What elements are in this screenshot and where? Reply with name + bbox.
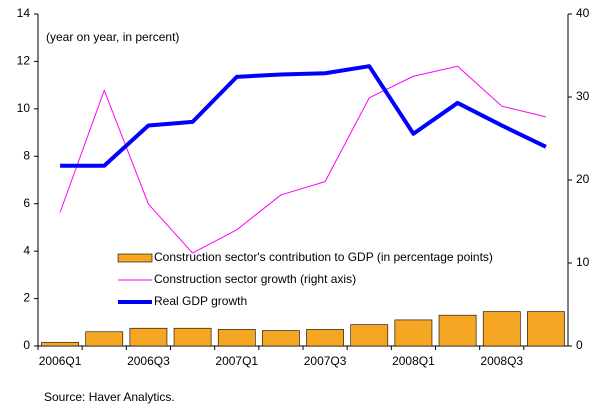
x-tick-label: 2006Q3 bbox=[127, 354, 170, 368]
bar bbox=[306, 329, 344, 347]
bar bbox=[85, 331, 124, 347]
y-tick-label: 8 bbox=[23, 148, 30, 162]
y-tick-label: 0 bbox=[23, 338, 30, 352]
y-tick-label: 2 bbox=[23, 291, 30, 305]
y-tick-label: 4 bbox=[23, 243, 30, 257]
x-tick-label: 2006Q1 bbox=[39, 354, 82, 368]
bar bbox=[41, 342, 79, 347]
x-tick-label: 2008Q3 bbox=[480, 354, 523, 368]
y2-tick-label: 0 bbox=[576, 338, 583, 352]
bar bbox=[482, 311, 521, 347]
legend-label: Construction sector growth (right axis) bbox=[154, 272, 356, 286]
y-tick-label: 6 bbox=[23, 196, 30, 210]
y2-tick-label: 20 bbox=[576, 172, 590, 186]
y-tick-label: 14 bbox=[17, 6, 31, 20]
bar bbox=[173, 327, 212, 347]
bar bbox=[438, 314, 477, 347]
y2-tick-label: 30 bbox=[576, 89, 590, 103]
bar bbox=[217, 329, 256, 347]
bar bbox=[350, 324, 389, 347]
y2-tick-label: 40 bbox=[576, 6, 590, 20]
legend-label: Construction sector's contribution to GD… bbox=[154, 250, 493, 264]
legend-swatch bbox=[117, 253, 153, 263]
x-tick-label: 2008Q1 bbox=[392, 354, 435, 368]
y-tick-label: 10 bbox=[17, 101, 31, 115]
legend-label: Real GDP growth bbox=[154, 294, 247, 308]
bar bbox=[527, 311, 565, 347]
y2-tick-label: 10 bbox=[576, 255, 590, 269]
line-series bbox=[59, 65, 547, 254]
x-tick-label: 2007Q1 bbox=[215, 354, 258, 368]
bar bbox=[129, 327, 168, 347]
bar bbox=[262, 330, 300, 347]
y-tick-label: 12 bbox=[17, 54, 31, 68]
source: Source: Haver Analytics. bbox=[44, 390, 175, 404]
line-series bbox=[60, 64, 547, 168]
x-tick-label: 2007Q3 bbox=[304, 354, 347, 368]
bar bbox=[394, 319, 433, 347]
annotation: (year on year, in percent) bbox=[46, 30, 179, 44]
